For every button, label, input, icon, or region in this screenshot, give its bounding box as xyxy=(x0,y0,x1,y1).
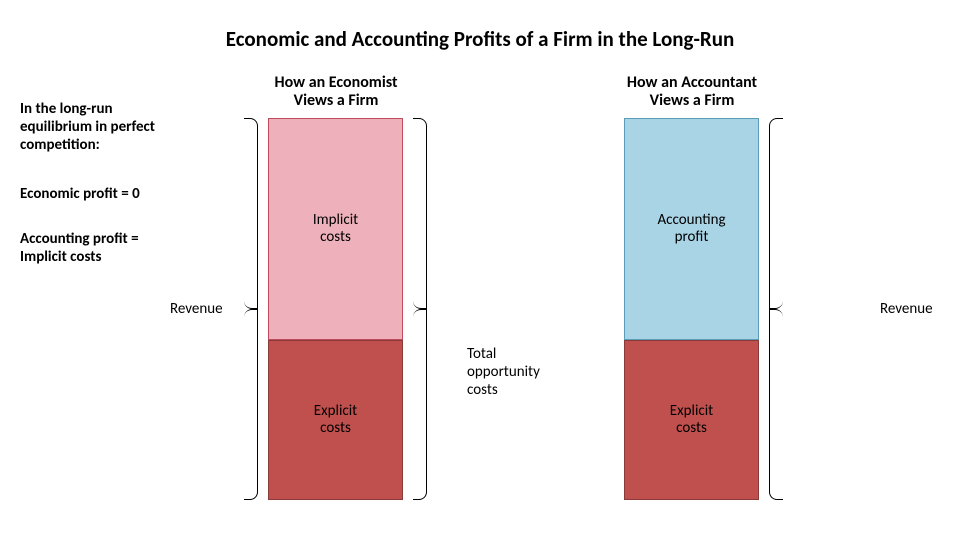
accountant-explicit-bar: Explicitcosts xyxy=(624,340,759,500)
economist-explicit-bar: Explicitcosts xyxy=(268,340,403,500)
economist-explicit-label: Explicitcosts xyxy=(269,403,402,438)
economist-implicit-label: Implicitcosts xyxy=(269,212,402,247)
revenue-brace-right xyxy=(769,118,783,500)
economist-implicit-bar: Implicitcosts xyxy=(268,118,403,340)
economist-header: How an EconomistViews a Firm xyxy=(251,74,421,111)
total-opportunity-brace xyxy=(413,118,427,500)
accountant-header: How an AccountantViews a Firm xyxy=(607,74,777,111)
total-opportunity-costs-label: Totalopportunitycosts xyxy=(467,345,577,399)
page-title: Economic and Accounting Profits of a Fir… xyxy=(0,26,960,52)
accountant-explicit-label: Explicitcosts xyxy=(625,403,758,438)
side-note-equilibrium: In the long-runequilibrium in perfectcom… xyxy=(20,100,220,154)
revenue-label-left: Revenue xyxy=(170,300,223,318)
side-note-acct-profit: Accounting profit =Implicit costs xyxy=(20,230,240,266)
accountant-profit-bar: Accountingprofit xyxy=(624,118,759,340)
accountant-profit-label: Accountingprofit xyxy=(625,212,758,247)
revenue-brace-left xyxy=(244,118,258,500)
side-note-econ-profit: Economic profit = 0 xyxy=(20,185,240,203)
revenue-label-right: Revenue xyxy=(880,300,933,318)
